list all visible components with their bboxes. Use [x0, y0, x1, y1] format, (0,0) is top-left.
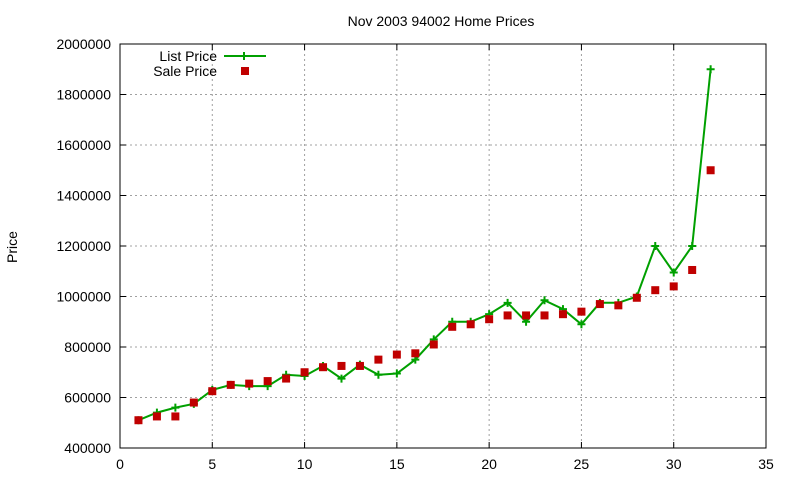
plot-frame — [119, 43, 767, 449]
data-point-list-price — [706, 65, 715, 74]
data-point-sale-price — [208, 387, 217, 396]
data-point-sale-price — [282, 374, 291, 383]
series-layer — [134, 65, 715, 425]
y-tick-label: 400000 — [64, 440, 111, 456]
x-tick-label: 25 — [574, 456, 590, 472]
x-axis-ticks: 0 5 10 15 20 25 30 35 — [116, 44, 774, 472]
data-point-sale-price — [540, 311, 549, 320]
legend-marker-list-price — [240, 52, 248, 60]
data-point-list-price — [651, 242, 660, 250]
y-axis-label: Price — [4, 231, 20, 263]
x-tick-label: 30 — [666, 456, 682, 472]
data-point-list-price — [374, 370, 383, 379]
legend-label-sale-price: Sale Price — [153, 63, 217, 79]
chart-title: Nov 2003 94002 Home Prices — [348, 13, 535, 29]
legend: List Price Sale Price — [153, 48, 266, 79]
data-point-sale-price — [189, 398, 198, 407]
x-tick-label: 15 — [389, 456, 405, 472]
grid-lines — [120, 44, 766, 448]
data-point-sale-price — [448, 322, 457, 331]
y-tick-label: 1200000 — [56, 238, 111, 254]
data-point-list-price — [337, 374, 346, 383]
y-tick-label: 800000 — [64, 339, 111, 355]
data-point-sale-price — [706, 166, 715, 175]
data-point-sale-price — [319, 363, 328, 372]
data-point-sale-price — [651, 286, 660, 295]
x-tick-label: 10 — [297, 456, 313, 472]
legend-marker-sale-price — [241, 67, 249, 75]
data-point-list-price — [540, 296, 549, 305]
data-point-sale-price — [614, 301, 623, 310]
data-point-list-price — [688, 242, 697, 250]
data-point-sale-price — [688, 265, 697, 274]
data-point-sale-price — [263, 377, 272, 386]
data-point-list-price — [503, 298, 512, 307]
y-tick-label: 1800000 — [56, 87, 111, 103]
data-point-sale-price — [226, 380, 235, 389]
x-tick-label: 5 — [208, 456, 216, 472]
data-point-sale-price — [669, 282, 678, 291]
y-tick-label: 1000000 — [56, 289, 111, 305]
data-point-list-price — [669, 268, 678, 277]
legend-label-list-price: List Price — [159, 48, 217, 64]
data-point-sale-price — [355, 361, 364, 370]
data-point-sale-price — [374, 355, 383, 364]
y-tick-label: 2000000 — [56, 36, 111, 52]
x-tick-label: 20 — [481, 456, 497, 472]
data-point-sale-price — [632, 293, 641, 302]
data-point-sale-price — [577, 307, 586, 316]
data-point-sale-price — [466, 320, 475, 329]
data-point-sale-price — [171, 412, 180, 421]
data-point-sale-price — [522, 311, 531, 320]
data-point-sale-price — [485, 315, 494, 324]
series-sale-price — [134, 166, 715, 425]
data-point-sale-price — [558, 310, 567, 319]
data-point-list-price — [171, 403, 180, 412]
series-line-list-price — [138, 69, 712, 422]
y-tick-label: 1400000 — [56, 188, 111, 204]
data-point-sale-price — [337, 361, 346, 370]
data-point-list-price — [577, 320, 586, 329]
data-point-sale-price — [245, 379, 254, 388]
data-point-sale-price — [595, 300, 604, 309]
y-tick-label: 1600000 — [56, 137, 111, 153]
data-point-sale-price — [503, 311, 512, 320]
x-tick-label: 0 — [116, 456, 124, 472]
y-tick-label: 600000 — [64, 390, 111, 406]
data-point-sale-price — [300, 368, 309, 377]
data-point-sale-price — [411, 349, 420, 358]
data-point-sale-price — [429, 340, 438, 349]
x-tick-label: 35 — [758, 456, 774, 472]
data-point-sale-price — [134, 416, 143, 425]
y-axis-ticks: 400000 600000 800000 1000000 1200000 1400000 1… — [56, 36, 766, 456]
series-list-price — [134, 65, 715, 425]
data-point-list-price — [392, 369, 401, 378]
data-point-sale-price — [152, 412, 161, 421]
data-point-sale-price — [392, 350, 401, 359]
